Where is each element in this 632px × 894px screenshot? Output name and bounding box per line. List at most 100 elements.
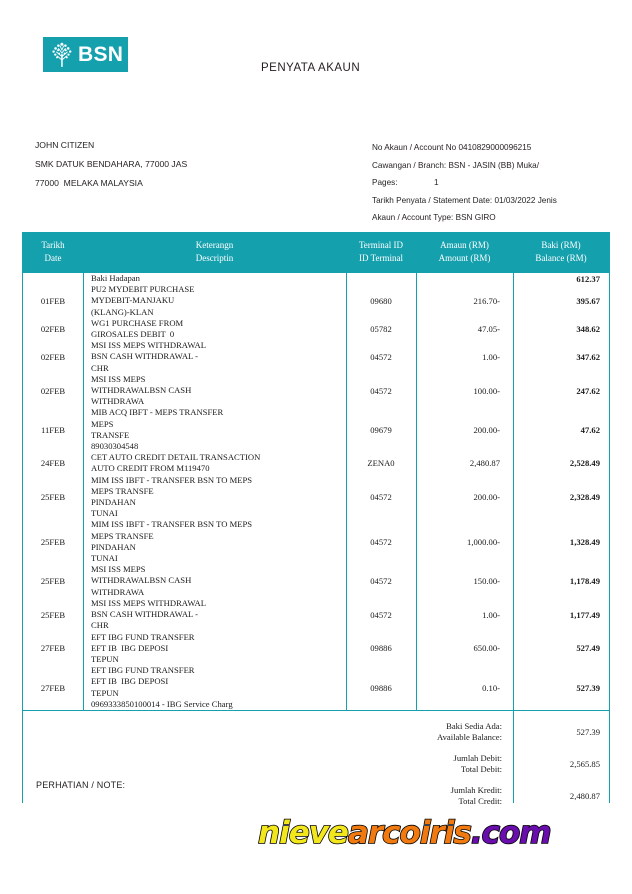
cell-description: PU2 MYDEBIT PURCHASE MYDEBIT-MANJAKU (KLAN… (83, 284, 346, 318)
page-title: PENYATA AKAUN (261, 62, 361, 74)
cell-date: 25FEB (40, 536, 66, 547)
description-line: TRANSFE (91, 429, 130, 440)
table-row: 27FEB EFT IBG FUND TRANSFER EFT IB IBG DEP… (23, 665, 609, 710)
description-line: MEPS TRANSFE (91, 485, 154, 496)
column-header-amount: Amaun (RM) Amount (RM) (416, 239, 513, 265)
cell-terminal-id: 04572 (370, 609, 392, 620)
description-line: MSI ISS MEPS (91, 564, 146, 575)
account-number-label: No Akaun / Account No (372, 143, 457, 152)
description-line: Baki Hadapan (91, 273, 140, 283)
column-header-date-bottom: Date (44, 253, 62, 263)
bsn-logo: BSN (43, 37, 128, 72)
tree-icon (49, 41, 75, 69)
totals-value: 527.39 (576, 727, 600, 738)
totals-value: 2,565.85 (569, 759, 600, 770)
cell-date: 25FEB (40, 576, 66, 587)
cell-terminal-id: ZENA0 (367, 458, 395, 469)
table-row: 02FEB MSI ISS MEPS WITHDRAWAL BSN CASH WIT… (23, 340, 609, 374)
totals-row: Jumlah Kredit: Total Credit: 2,480.87 (21, 785, 609, 808)
cell-balance: 247.62 (576, 385, 600, 396)
column-header-terminal: Terminal ID ID Terminal (346, 239, 416, 265)
description-line: TEPUN (91, 687, 119, 698)
cell-terminal-id: 04572 (370, 385, 392, 396)
table-row: 01FEB PU2 MYDEBIT PURCHASE MYDEBIT-MANJAKU… (23, 284, 609, 318)
table-row: 02FEB MSI ISS MEPS WITHDRAWALBSN CASH WITHD… (23, 374, 609, 408)
totals-row: Baki Sedia Ada: Available Balance: 527.39 (21, 721, 609, 744)
totals-section: Baki Sedia Ada: Available Balance: 527.39 J… (21, 710, 609, 806)
description-line: CHR (91, 362, 109, 373)
cell-description: MSI ISS MEPS WITHDRAWAL BSN CASH WITHDRAW… (83, 598, 346, 632)
description-line: BSN CASH WITHDRAWAL - (91, 609, 198, 620)
cell-balance: 348.62 (576, 324, 600, 335)
bsn-wordmark: BSN (78, 43, 124, 66)
totals-label-top: Jumlah Debit: (453, 752, 502, 763)
description-line: GIROSALES DEBIT 0 (91, 329, 175, 340)
cell-description: EFT IBG FUND TRANSFER EFT IB IBG DEPOSI TE… (83, 665, 346, 710)
table-row: 25FEB MSI ISS MEPS WITHDRAWALBSN CASH WITHD… (23, 564, 609, 598)
cell-date: 02FEB (40, 385, 66, 396)
column-header-balance: Baki (RM) Balance (RM) (513, 239, 609, 265)
cell-terminal-id: 04572 (370, 492, 392, 503)
column-header-terminal-bottom: ID Terminal (359, 253, 403, 263)
description-line: EFT IB IBG DEPOSI (91, 642, 169, 653)
cell-description: WG1 PURCHASE FROM GIROSALES DEBIT 0 (83, 318, 346, 340)
cell-terminal-id: 09679 (370, 424, 392, 435)
column-divider-1 (83, 273, 84, 710)
description-line: MSI ISS MEPS (91, 373, 146, 384)
transactions-table: Tarikh Date Keterangn Descriptin Termina… (21, 232, 610, 806)
description-line: AUTO CREDIT FROM M119470 (91, 463, 210, 474)
column-header-date: Tarikh Date (23, 239, 83, 265)
cell-terminal-id: 04572 (370, 576, 392, 587)
description-line: TEPUN (91, 653, 119, 664)
description-line: CET AUTO CREDIT DETAIL TRANSACTION (91, 452, 261, 463)
cell-description: EFT IBG FUND TRANSFER EFT IB IBG DEPOSI TE… (83, 632, 346, 666)
column-header-description: Keterangn Descriptin (83, 239, 346, 265)
totals-label: Baki Sedia Ada: Available Balance: (21, 721, 511, 744)
statement-date-row: Tarikh Penyata / Statement Date: 01/03/2… (372, 192, 557, 210)
description-line: WITHDRAWALBSN CASH (91, 385, 192, 396)
cell-amount: 47.05- (477, 324, 500, 335)
cell-amount: 216.70- (473, 296, 501, 306)
description-line: PINDAHAN (91, 497, 136, 508)
description-line: PINDAHAN (91, 541, 136, 552)
cell-amount: 650.00- (473, 643, 501, 654)
watermark-part-3: .com (470, 815, 552, 851)
cell-amount: 1,000.00- (467, 536, 500, 547)
totals-label: Jumlah Kredit: Total Credit: (21, 785, 511, 808)
description-line: TUNAI (91, 553, 118, 564)
watermark-part-2: arcoiris (347, 815, 472, 851)
totals-label-bottom: Total Credit: (458, 796, 502, 807)
description-line: MYDEBIT-MANJAKU (91, 295, 175, 306)
pages-value: 1 (434, 178, 439, 188)
account-type-value: BSN GIRO (455, 213, 496, 223)
branch-value: BSN - JASIN (BB) Muka/ (448, 160, 540, 170)
description-line: MSI ISS MEPS WITHDRAWAL (91, 340, 206, 351)
cell-terminal-id: 09680 (370, 296, 392, 306)
table-row: 02FEB WG1 PURCHASE FROM GIROSALES DEBIT 0 0… (23, 318, 609, 340)
table-row: 25FEB MIM ISS IBFT - TRANSFER BSN TO MEPS… (23, 519, 609, 564)
cell-balance: 2,528.49 (569, 458, 600, 469)
account-number-row: No Akaun / Account No 0410829000096215 (372, 139, 557, 157)
totals-label-bottom: Available Balance: (437, 732, 502, 743)
description-line: EFT IBG FUND TRANSFER (91, 665, 195, 676)
cell-date: 11FEB (40, 424, 66, 435)
totals-label-bottom: Total Debit: (460, 764, 502, 775)
cell-description: MIM ISS IBFT - TRANSFER BSN TO MEPS MEPS … (83, 475, 346, 520)
site-watermark: nievearcoiris.com (257, 815, 552, 851)
column-header-description-bottom: Descriptin (195, 253, 234, 263)
cell-balance: 347.62 (576, 352, 600, 363)
cell-date: 25FEB (40, 492, 66, 503)
description-line: TUNAI (91, 508, 118, 519)
table-row: 25FEB MIM ISS IBFT - TRANSFER BSN TO MEPS… (23, 475, 609, 520)
totals-label-top: Baki Sedia Ada: (446, 720, 502, 731)
totals-label: Jumlah Debit: Total Debit: (21, 753, 511, 776)
column-divider-2 (346, 273, 347, 710)
cell-date: 24FEB (40, 458, 66, 469)
description-line: WG1 PURCHASE FROM (91, 317, 184, 328)
description-line: MEPS TRANSFE (91, 530, 154, 541)
cell-description: CET AUTO CREDIT DETAIL TRANSACTION AUTO C… (83, 452, 346, 474)
cell-date: 27FEB (40, 643, 66, 654)
column-header-terminal-top: Terminal ID (358, 240, 404, 250)
cell-description: MSI ISS MEPS WITHDRAWALBSN CASH WITHDRAWA (83, 374, 346, 408)
cell-balance: 527.39 (576, 682, 600, 693)
